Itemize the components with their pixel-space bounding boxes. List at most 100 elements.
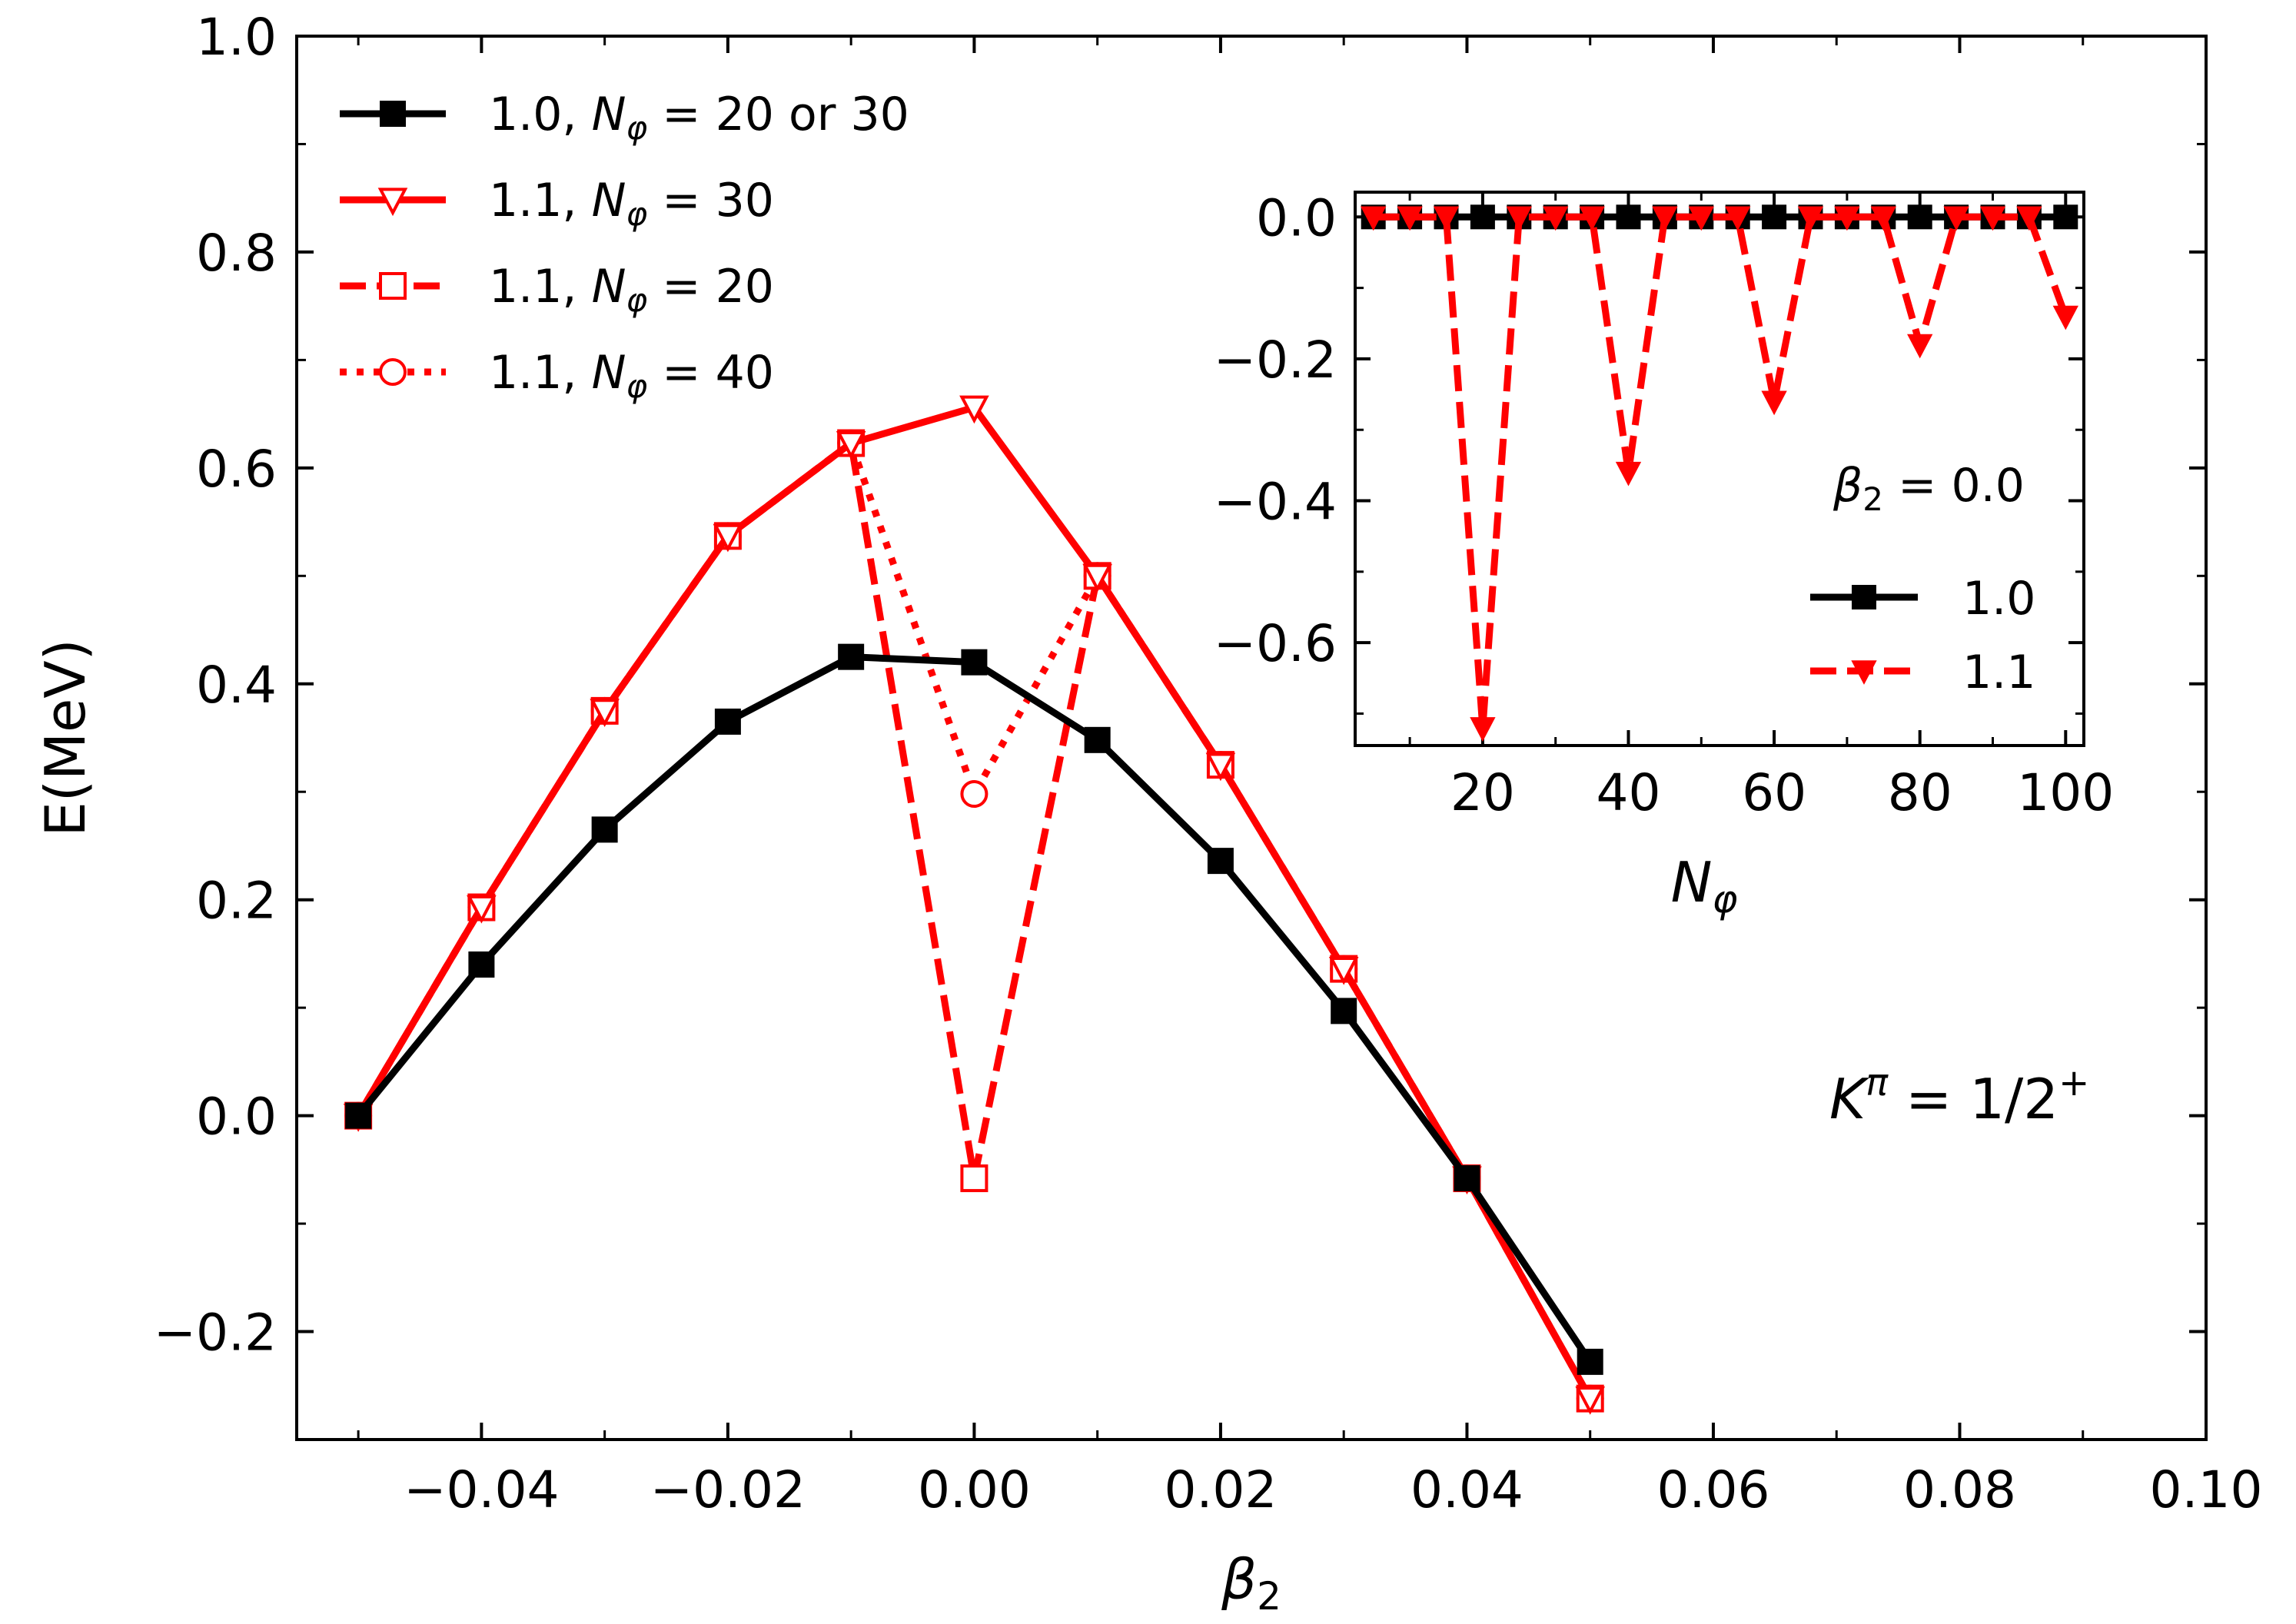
data-point bbox=[1205, 752, 1236, 782]
data-point bbox=[713, 523, 743, 553]
data-point bbox=[838, 643, 865, 670]
legend-label: 1.1, Nφ = 40 bbox=[489, 346, 774, 405]
inset-data-point bbox=[1761, 390, 1787, 416]
main-plot: −0.04 −0.02 0.00 0.02 0.04 0.06 0.08 0.10 −0.2 0.… bbox=[33, 8, 2262, 1619]
y-axis-label: E(MeV) bbox=[33, 639, 98, 836]
y-tick-label: −0.2 bbox=[154, 1304, 277, 1363]
x-tick-label: 0.04 bbox=[1410, 1460, 1523, 1519]
inset-y-tick-label: −0.4 bbox=[1214, 473, 1337, 532]
inset-data-point bbox=[1616, 204, 1641, 230]
inset-data-point bbox=[1762, 204, 1787, 230]
y-tick-label: 0.4 bbox=[196, 656, 277, 715]
data-point bbox=[467, 895, 497, 924]
inset-data-point bbox=[1579, 206, 1605, 231]
data-point bbox=[591, 816, 618, 843]
legend-marker bbox=[379, 272, 407, 300]
data-point bbox=[1082, 563, 1112, 593]
inset-data-point bbox=[1397, 206, 1423, 231]
x-tick-label: 0.10 bbox=[2150, 1460, 2263, 1519]
inset-y-tick-label: 0.0 bbox=[1256, 188, 1337, 247]
inset-series-line bbox=[1373, 213, 2069, 732]
inset-x-tick-label: 60 bbox=[1742, 763, 1806, 822]
inset-data-point bbox=[1543, 206, 1569, 231]
inset-data-point bbox=[1433, 206, 1460, 231]
inset-legend: β2 = 0.0 1.0 1.1 bbox=[1810, 459, 2035, 699]
data-point bbox=[1084, 726, 1111, 753]
data-point bbox=[1328, 956, 1359, 985]
data-point bbox=[1331, 998, 1357, 1025]
main-ticks bbox=[297, 35, 2208, 1441]
inset-data-point bbox=[1797, 206, 1824, 231]
data-point bbox=[961, 649, 988, 676]
legend-label: 1.1, Nφ = 20 bbox=[489, 260, 774, 319]
data-point bbox=[1207, 848, 1234, 875]
x-axis-label: β2 bbox=[1221, 1547, 1281, 1619]
series-0 bbox=[345, 643, 1603, 1375]
inset-x-tick-label: 80 bbox=[1888, 763, 1952, 822]
legend-label: 1.1, Nφ = 30 bbox=[489, 174, 774, 233]
data-point bbox=[1454, 1165, 1480, 1192]
inset-data-point bbox=[1470, 204, 1495, 230]
inset-y-tick-label: −0.2 bbox=[1214, 330, 1337, 390]
legend-marker bbox=[377, 188, 408, 217]
inset-data-point bbox=[1907, 334, 1933, 359]
inset-data-point bbox=[1652, 206, 1678, 231]
inset-data-point bbox=[1834, 206, 1860, 231]
data-point bbox=[960, 1164, 989, 1193]
x-tick-label: −0.04 bbox=[404, 1460, 559, 1519]
inset-legend-marker bbox=[1852, 585, 1876, 609]
inset-data-point bbox=[2053, 204, 2078, 230]
inset-data-point bbox=[1361, 206, 1387, 231]
main-axes-frame bbox=[295, 35, 2208, 1441]
inset-data-point bbox=[1688, 206, 1714, 231]
inset-legend-marker bbox=[1851, 660, 1877, 685]
data-point bbox=[1575, 1387, 1606, 1415]
inset-data-point bbox=[1470, 717, 1496, 742]
inset-plot: 20 40 60 80 100 0.0 −0.2 −0.4 −0.6 Nφ β2 = 0.0 1.0 1… bbox=[1214, 188, 2115, 922]
annotation-k-pi: Kπ = 1/2+ bbox=[1829, 1061, 2089, 1131]
y-tick-label: 0.0 bbox=[196, 1088, 277, 1147]
inset-background bbox=[1355, 192, 2084, 746]
inset-data-point bbox=[2052, 305, 2078, 330]
data-point bbox=[1577, 1348, 1603, 1375]
x-tick-label: 0.06 bbox=[1656, 1460, 1769, 1519]
data-point bbox=[836, 430, 866, 460]
data-point bbox=[590, 699, 620, 727]
data-point bbox=[960, 780, 989, 809]
inset-data-point bbox=[1979, 206, 2006, 231]
inset-y-tick-label: −0.6 bbox=[1214, 614, 1337, 673]
x-tick-label: 0.00 bbox=[918, 1460, 1031, 1519]
inset-x-tick-label: 40 bbox=[1597, 763, 1661, 822]
inset-data-point bbox=[2016, 206, 2042, 231]
legend-marker bbox=[380, 101, 406, 127]
inset-x-tick-label: 100 bbox=[2017, 763, 2114, 822]
inset-data-point bbox=[1725, 206, 1751, 231]
data-point bbox=[468, 951, 495, 978]
inset-legend-label: 1.0 bbox=[1962, 572, 2035, 626]
x-tick-label: 0.02 bbox=[1164, 1460, 1277, 1519]
inset-axes-frame bbox=[1354, 191, 2085, 747]
inset-x-axis-label: Nφ bbox=[1671, 850, 1738, 922]
inset-data-point bbox=[1943, 206, 1969, 231]
x-tick-label: −0.02 bbox=[650, 1460, 806, 1519]
y-tick-label: 1.0 bbox=[196, 8, 277, 67]
inset-data-point bbox=[1506, 206, 1532, 231]
data-point bbox=[345, 1102, 372, 1129]
inset-legend-title: β2 = 0.0 bbox=[1832, 459, 2025, 518]
inset-data-point bbox=[1870, 206, 1896, 231]
main-legend: 1.0, Nφ = 20 or 30 1.1, Nφ = 30 1.1, Nφ = … bbox=[340, 88, 909, 405]
inset-series-1 bbox=[1361, 206, 2078, 742]
y-tick-label: 0.2 bbox=[196, 872, 277, 931]
y-tick-label: 0.6 bbox=[196, 440, 277, 499]
inset-legend-label: 1.1 bbox=[1962, 646, 2035, 699]
inset-data-point bbox=[1615, 461, 1642, 487]
legend-label: 1.0, Nφ = 20 or 30 bbox=[489, 88, 909, 147]
legend-marker bbox=[379, 358, 407, 386]
data-point bbox=[959, 395, 989, 424]
inset-data-point bbox=[1907, 204, 1932, 230]
inset-x-tick-label: 20 bbox=[1450, 763, 1515, 822]
x-tick-label: 0.08 bbox=[1903, 1460, 2016, 1519]
y-tick-label: 0.8 bbox=[196, 224, 277, 283]
data-point bbox=[714, 708, 741, 735]
